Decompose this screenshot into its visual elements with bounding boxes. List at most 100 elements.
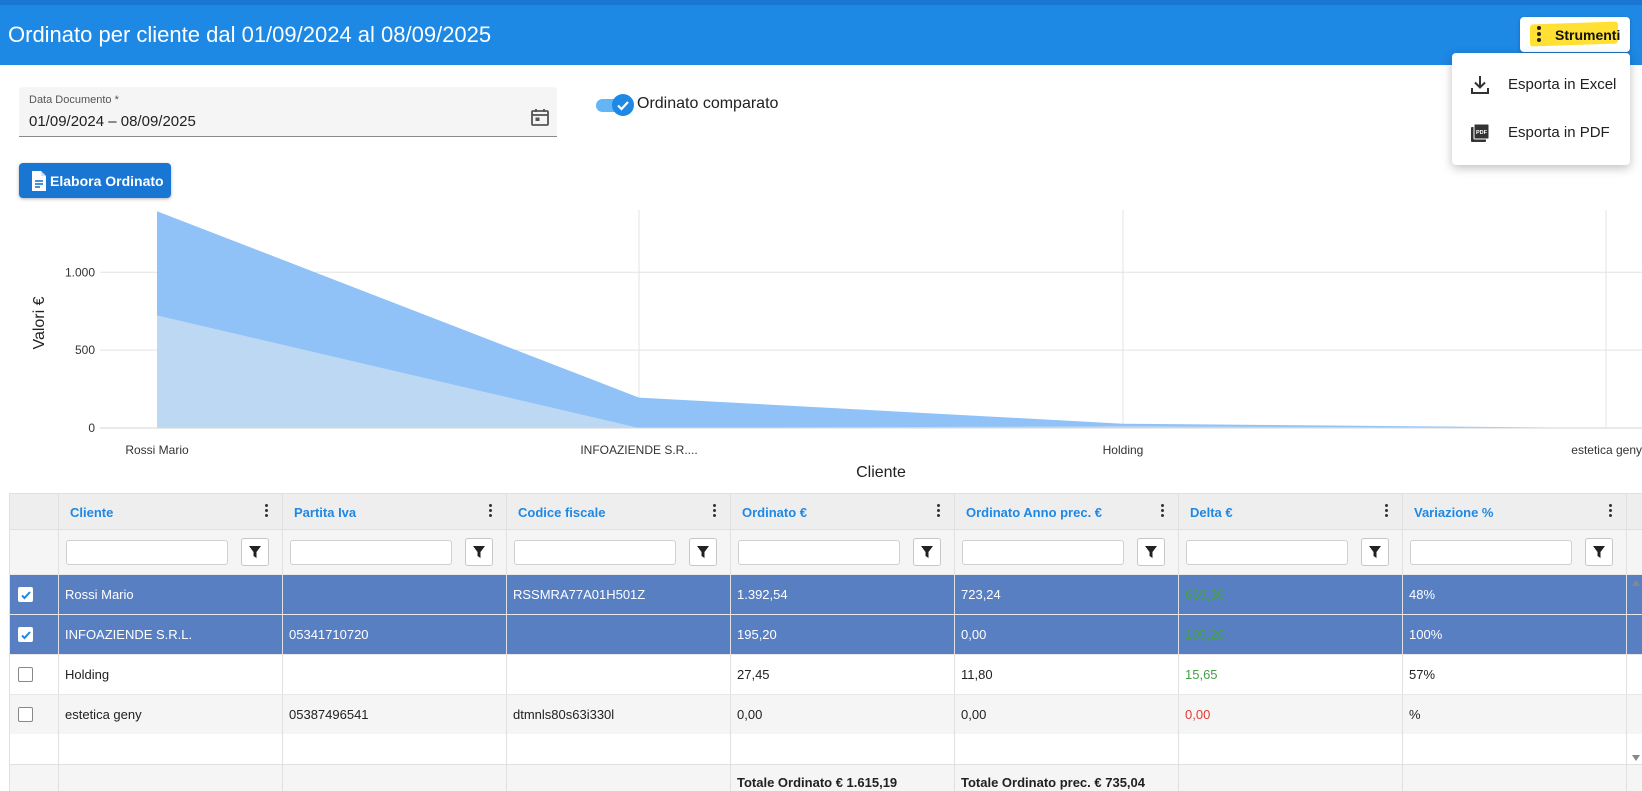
cell-ordinato-prec: 723,24 xyxy=(955,575,1179,614)
row-select-cell xyxy=(10,615,59,654)
date-range-value: 01/09/2024 – 08/09/2025 xyxy=(29,113,196,130)
table-row[interactable]: Rossi Mario RSSMRA77A01H501Z 1.392,54 72… xyxy=(10,574,1642,614)
filter-button[interactable] xyxy=(1361,538,1389,566)
total-ordinato: Totale Ordinato € 1.615,19 xyxy=(731,765,955,791)
grid-filter-row xyxy=(10,529,1642,574)
cell-codice-fiscale xyxy=(507,615,731,654)
elabora-button-label: Elabora Ordinato xyxy=(50,173,164,189)
filter-input-cliente[interactable] xyxy=(66,540,228,565)
cell-variazione: 48% xyxy=(1403,575,1627,614)
filter-icon xyxy=(1369,546,1381,558)
cell-codice-fiscale: dtmnls80s63i330l xyxy=(507,695,731,734)
menu-item-label: Esporta in Excel xyxy=(1508,76,1617,93)
y-tick-label: 1.000 xyxy=(65,265,95,279)
column-menu-icon[interactable] xyxy=(936,504,940,520)
column-menu-icon[interactable] xyxy=(488,504,492,520)
filter-select-cell xyxy=(10,530,59,574)
cell-ordinato: 195,20 xyxy=(731,615,955,654)
cell-codice-fiscale xyxy=(507,655,731,694)
filter-input-ordinato-prec[interactable] xyxy=(962,540,1124,565)
row-checkbox[interactable] xyxy=(18,587,33,602)
calendar-icon[interactable] xyxy=(530,107,550,127)
row-checkbox[interactable] xyxy=(18,667,33,682)
column-menu-icon[interactable] xyxy=(1384,504,1388,520)
app-header: Ordinato per cliente dal 01/09/2024 al 0… xyxy=(0,5,1642,65)
filter-cell-partita-iva xyxy=(283,530,507,574)
grid-header-row: Cliente Partita Iva Codice fiscale Ordin… xyxy=(10,493,1642,529)
filter-input-ordinato[interactable] xyxy=(738,540,900,565)
row-select-cell xyxy=(10,695,59,734)
table-row[interactable]: Holding 27,45 11,80 15,65 57% xyxy=(10,654,1642,694)
x-axis-title: Cliente xyxy=(856,464,906,481)
filter-input-variazione[interactable] xyxy=(1410,540,1572,565)
filter-icon xyxy=(921,546,933,558)
elabora-button[interactable]: Elabora Ordinato xyxy=(19,163,171,198)
header-cell-codice-fiscale[interactable]: Codice fiscale xyxy=(507,494,731,529)
tools-button-label: Strumenti xyxy=(1555,27,1621,43)
x-tick-label: Holding xyxy=(1103,443,1144,457)
tools-button[interactable]: Strumenti xyxy=(1520,17,1630,52)
compare-toggle-label: Ordinato comparato xyxy=(637,95,779,112)
column-menu-icon[interactable] xyxy=(264,504,268,520)
toggle-knob xyxy=(612,94,634,116)
date-range-field[interactable]: Data Documento * 01/09/2024 – 08/09/2025 xyxy=(19,87,557,137)
filter-cell-ordinato xyxy=(731,530,955,574)
header-label: Codice fiscale xyxy=(518,505,606,520)
filter-button[interactable] xyxy=(1137,538,1165,566)
row-select-cell xyxy=(10,575,59,614)
x-tick-label: Rossi Mario xyxy=(125,443,189,457)
cell-variazione: 100% xyxy=(1403,615,1627,654)
filter-button[interactable] xyxy=(913,538,941,566)
cell-ordinato: 1.392,54 xyxy=(731,575,955,614)
column-menu-icon[interactable] xyxy=(712,504,716,520)
header-label: Ordinato € xyxy=(742,505,808,520)
cell-variazione: 57% xyxy=(1403,655,1627,694)
filter-icon xyxy=(1145,546,1157,558)
filter-button[interactable] xyxy=(1585,538,1613,566)
header-cell-partita-iva[interactable]: Partita Iva xyxy=(283,494,507,529)
filter-button[interactable] xyxy=(465,538,493,566)
scroll-up-arrow-icon[interactable] xyxy=(1631,578,1641,588)
orders-grid: Cliente Partita Iva Codice fiscale Ordin… xyxy=(9,493,1642,791)
compare-toggle[interactable] xyxy=(596,94,634,116)
row-checkbox[interactable] xyxy=(18,707,33,722)
cell-partita-iva xyxy=(283,655,507,694)
scroll-down-arrow-icon[interactable] xyxy=(1631,753,1641,763)
cell-ordinato: 0,00 xyxy=(731,695,955,734)
check-icon xyxy=(21,591,31,600)
filter-icon xyxy=(473,546,485,558)
menu-item-export-excel[interactable]: Esporta in Excel xyxy=(1452,61,1630,109)
column-menu-icon[interactable] xyxy=(1160,504,1164,520)
filter-input-codice-fiscale[interactable] xyxy=(514,540,676,565)
header-label: Ordinato Anno prec. € xyxy=(966,505,1103,520)
filter-input-partita-iva[interactable] xyxy=(290,540,452,565)
cell-partita-iva: 05387496541 xyxy=(283,695,507,734)
header-cell-variazione[interactable]: Variazione % xyxy=(1403,494,1627,529)
document-icon xyxy=(32,171,46,191)
y-tick-label: 0 xyxy=(88,421,95,435)
filter-button[interactable] xyxy=(241,538,269,566)
menu-item-export-pdf[interactable]: PDF Esporta in PDF xyxy=(1452,109,1630,157)
filter-input-delta[interactable] xyxy=(1186,540,1348,565)
check-icon xyxy=(617,101,629,111)
filter-cell-variazione xyxy=(1403,530,1627,574)
column-menu-icon[interactable] xyxy=(1608,504,1612,520)
filter-cell-codice-fiscale xyxy=(507,530,731,574)
header-cell-cliente[interactable]: Cliente xyxy=(59,494,283,529)
totals-empty xyxy=(1403,765,1627,791)
more-vert-icon xyxy=(1536,26,1542,44)
header-label: Cliente xyxy=(70,505,114,520)
filter-button[interactable] xyxy=(689,538,717,566)
x-tick-label: estetica geny xyxy=(1571,443,1642,457)
tools-menu: Esporta in Excel PDF Esporta in PDF xyxy=(1452,53,1630,165)
table-row[interactable]: INFOAZIENDE S.R.L. 05341710720 195,20 0,… xyxy=(10,614,1642,654)
row-checkbox[interactable] xyxy=(18,627,33,642)
header-cell-ordinato-prec[interactable]: Ordinato Anno prec. € xyxy=(955,494,1179,529)
header-label: Variazione % xyxy=(1414,505,1494,520)
header-cell-delta[interactable]: Delta € xyxy=(1179,494,1403,529)
table-row[interactable]: estetica geny 05387496541 dtmnls80s63i33… xyxy=(10,694,1642,734)
svg-text:PDF: PDF xyxy=(1476,130,1488,136)
header-cell-ordinato[interactable]: Ordinato € xyxy=(731,494,955,529)
totals-empty xyxy=(507,765,731,791)
filter-icon xyxy=(1593,546,1605,558)
